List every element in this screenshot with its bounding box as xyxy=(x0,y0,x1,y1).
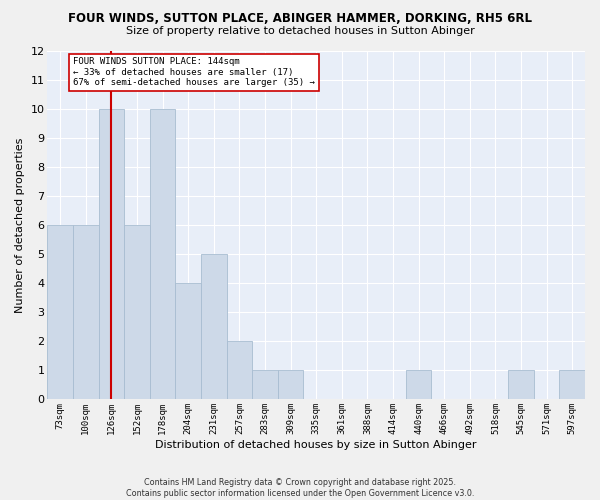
Text: Size of property relative to detached houses in Sutton Abinger: Size of property relative to detached ho… xyxy=(125,26,475,36)
Text: FOUR WINDS SUTTON PLACE: 144sqm
← 33% of detached houses are smaller (17)
67% of: FOUR WINDS SUTTON PLACE: 144sqm ← 33% of… xyxy=(73,58,315,87)
X-axis label: Distribution of detached houses by size in Sutton Abinger: Distribution of detached houses by size … xyxy=(155,440,477,450)
Bar xyxy=(124,226,150,400)
Bar xyxy=(278,370,304,400)
Text: FOUR WINDS, SUTTON PLACE, ABINGER HAMMER, DORKING, RH5 6RL: FOUR WINDS, SUTTON PLACE, ABINGER HAMMER… xyxy=(68,12,532,26)
Bar xyxy=(73,226,98,400)
Bar xyxy=(201,254,227,400)
Bar xyxy=(252,370,278,400)
Bar xyxy=(150,110,175,400)
Bar xyxy=(47,226,73,400)
Text: Contains HM Land Registry data © Crown copyright and database right 2025.
Contai: Contains HM Land Registry data © Crown c… xyxy=(126,478,474,498)
Bar xyxy=(508,370,534,400)
Bar xyxy=(227,342,252,400)
Bar xyxy=(175,284,201,400)
Y-axis label: Number of detached properties: Number of detached properties xyxy=(15,138,25,313)
Bar xyxy=(406,370,431,400)
Bar xyxy=(559,370,585,400)
Bar xyxy=(98,110,124,400)
